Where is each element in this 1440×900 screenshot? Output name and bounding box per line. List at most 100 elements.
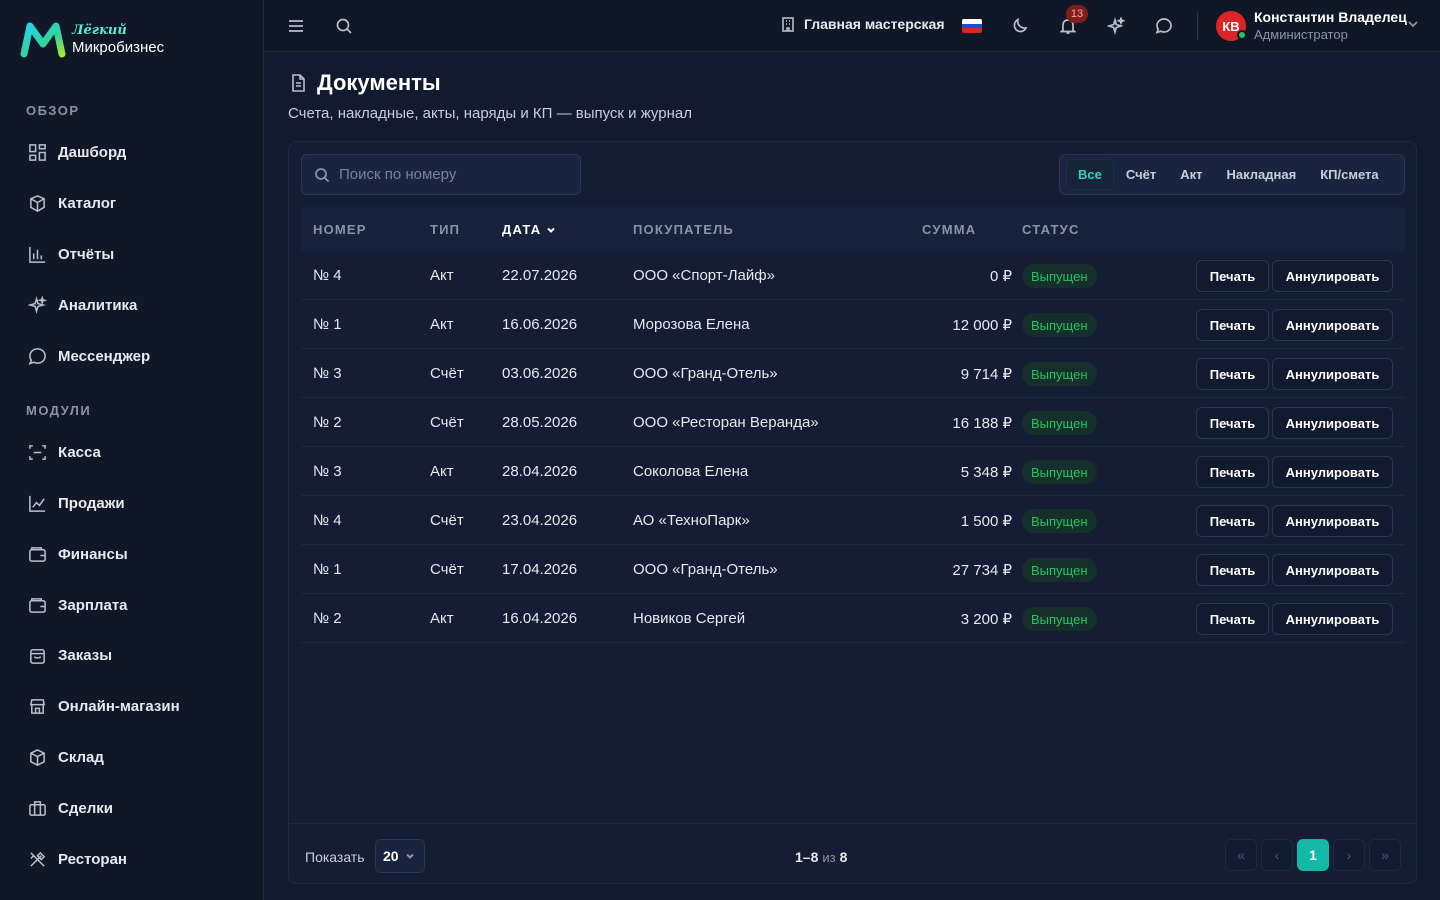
sidebar-item-reports[interactable]: Отчёты xyxy=(28,239,114,269)
column-buyer[interactable]: ПОКУПАТЕЛЬ xyxy=(633,222,734,237)
workshop-name: Главная мастерская xyxy=(804,16,945,32)
print-button[interactable]: Печать xyxy=(1196,260,1269,292)
cancel-document-button[interactable]: Аннулировать xyxy=(1272,554,1393,586)
sidebar-item-label: Мессенджер xyxy=(58,347,151,365)
status-badge: Выпущен xyxy=(1022,607,1097,631)
column-date[interactable]: ДАТА xyxy=(502,222,556,237)
cancel-document-button[interactable]: Аннулировать xyxy=(1272,260,1393,292)
sidebar-item-restaurant[interactable]: Ресторан xyxy=(28,844,127,874)
print-button[interactable]: Печать xyxy=(1196,554,1269,586)
search-input[interactable] xyxy=(339,166,559,183)
pagination-range: 1–8 из 8 xyxy=(795,849,847,865)
print-button[interactable]: Печать xyxy=(1196,309,1269,341)
cell-type: Акт xyxy=(430,463,454,480)
online-status-dot xyxy=(1237,30,1247,40)
per-page-value: 20 xyxy=(383,848,399,864)
cell-number: № 2 xyxy=(313,610,342,627)
filter-tab-waybill[interactable]: Накладная xyxy=(1226,167,1297,182)
ai-assistant-button[interactable] xyxy=(1105,15,1127,37)
page-subtitle: Счета, накладные, акты, наряды и КП — вы… xyxy=(288,105,692,122)
column-type[interactable]: ТИП xyxy=(430,222,461,237)
nav-section-modules: МОДУЛИ xyxy=(26,403,92,418)
cell-type: Счёт xyxy=(430,512,464,529)
avatar[interactable]: КВ xyxy=(1216,11,1246,41)
documents-card: Все Счёт Акт Накладная КП/смета НОМЕР ТИ… xyxy=(288,141,1417,884)
cashier-icon xyxy=(29,444,46,460)
cancel-document-button[interactable]: Аннулировать xyxy=(1272,309,1393,341)
theme-toggle-button[interactable] xyxy=(1009,15,1031,37)
table-row[interactable]: № 2 Счёт 28.05.2026 ООО «Ресторан Веранда» 1… xyxy=(301,398,1405,447)
filter-tab-all[interactable]: Все xyxy=(1066,159,1114,190)
sidebar-item-cashier[interactable]: Касса xyxy=(28,437,101,467)
cell-sum: 12 000 ₽ xyxy=(952,317,1012,334)
language-flag[interactable] xyxy=(962,19,982,33)
next-page-button[interactable]: › xyxy=(1333,839,1365,871)
sidebar-item-catalog[interactable]: Каталог xyxy=(28,188,116,218)
print-button[interactable]: Печать xyxy=(1196,603,1269,635)
type-filter-tabs: Все Счёт Акт Накладная КП/смета xyxy=(1059,154,1405,195)
column-sum[interactable]: СУММА xyxy=(922,222,977,237)
range-total: 8 xyxy=(839,849,848,865)
workshop-selector[interactable]: Главная мастерская xyxy=(780,16,945,32)
status-badge: Выпущен xyxy=(1022,558,1097,582)
search-icon xyxy=(315,167,330,182)
filter-tab-quote[interactable]: КП/смета xyxy=(1320,167,1379,182)
cancel-document-button[interactable]: Аннулировать xyxy=(1272,407,1393,439)
sidebar-item-online-store[interactable]: Онлайн-магазин xyxy=(28,691,180,721)
table-footer: Показать 20 1–8 из 8 « ‹ 1 › » xyxy=(289,823,1416,883)
user-name[interactable]: Константин Владелец xyxy=(1254,9,1407,25)
table-row[interactable]: № 1 Счёт 17.04.2026 ООО «Гранд-Отель» 27 734… xyxy=(301,545,1405,594)
search-box[interactable] xyxy=(301,154,581,195)
sidebar-item-salary[interactable]: Зарплата xyxy=(28,590,128,620)
user-menu-toggle[interactable] xyxy=(1406,17,1420,36)
table-row[interactable]: № 4 Акт 22.07.2026 ООО «Спорт-Лайф» 0 ₽ Выпущ… xyxy=(301,251,1405,300)
table-row[interactable]: № 4 Счёт 23.04.2026 АО «ТехноПарк» 1 500 ₽ Вы… xyxy=(301,496,1405,545)
column-number[interactable]: НОМЕР xyxy=(313,222,367,237)
sidebar-item-deals[interactable]: Сделки xyxy=(28,793,113,823)
cancel-document-button[interactable]: Аннулировать xyxy=(1272,358,1393,390)
filter-tab-invoice[interactable]: Счёт xyxy=(1125,167,1157,182)
cell-buyer: ООО «Спорт-Лайф» xyxy=(633,267,775,284)
nav-section-overview: ОБЗОР xyxy=(26,103,80,118)
status-badge: Выпущен xyxy=(1022,509,1097,533)
sidebar-item-label: Онлайн-магазин xyxy=(58,697,180,715)
cancel-document-button[interactable]: Аннулировать xyxy=(1272,603,1393,635)
menu-toggle-button[interactable] xyxy=(285,15,307,37)
sidebar-item-dashboard[interactable]: Дашборд xyxy=(28,137,126,167)
sidebar-item-label: Ресторан xyxy=(58,850,127,868)
print-button[interactable]: Печать xyxy=(1196,505,1269,537)
cell-number: № 4 xyxy=(313,267,342,284)
per-page-label: Показать xyxy=(305,849,365,865)
store-icon xyxy=(29,698,46,714)
sidebar-item-finance[interactable]: Финансы xyxy=(28,539,128,569)
sidebar-item-sales[interactable]: Продажи xyxy=(28,488,125,518)
search-button[interactable] xyxy=(333,15,355,37)
first-page-button[interactable]: « xyxy=(1225,839,1257,871)
per-page-select[interactable]: 20 xyxy=(375,839,425,873)
chat-button[interactable] xyxy=(1153,15,1175,37)
sidebar-item-analytics[interactable]: Аналитика xyxy=(28,290,137,320)
sidebar-item-messenger[interactable]: Мессенджер xyxy=(28,341,150,371)
sidebar-item-warehouse[interactable]: Склад xyxy=(28,742,104,772)
flag-stripe-blue xyxy=(962,23,982,29)
cell-buyer: ООО «Гранд-Отель» xyxy=(633,561,778,578)
filter-tab-act[interactable]: Акт xyxy=(1180,167,1203,182)
table-row[interactable]: № 3 Акт 28.04.2026 Соколова Елена 5 348 ₽ Вып… xyxy=(301,447,1405,496)
print-button[interactable]: Печать xyxy=(1196,407,1269,439)
cell-date: 16.04.2026 xyxy=(502,610,578,627)
cell-date: 16.06.2026 xyxy=(502,316,578,333)
print-button[interactable]: Печать xyxy=(1196,456,1269,488)
sidebar-item-orders[interactable]: Заказы xyxy=(28,640,112,670)
prev-page-button[interactable]: ‹ xyxy=(1261,839,1293,871)
cancel-document-button[interactable]: Аннулировать xyxy=(1272,505,1393,537)
cell-type: Акт xyxy=(430,267,454,284)
last-page-button[interactable]: » xyxy=(1369,839,1401,871)
page-1-button[interactable]: 1 xyxy=(1297,839,1329,871)
column-status[interactable]: СТАТУС xyxy=(1022,222,1080,237)
brand-logo[interactable]: Лёгкий Микробизнес xyxy=(20,20,164,58)
cancel-document-button[interactable]: Аннулировать xyxy=(1272,456,1393,488)
table-row[interactable]: № 1 Акт 16.06.2026 Морозова Елена 12 000 ₽ Вы… xyxy=(301,300,1405,349)
table-row[interactable]: № 3 Счёт 03.06.2026 ООО «Гранд-Отель» 9 714 … xyxy=(301,349,1405,398)
table-row[interactable]: № 2 Акт 16.04.2026 Новиков Сергей 3 200 ₽ Вып… xyxy=(301,594,1405,643)
print-button[interactable]: Печать xyxy=(1196,358,1269,390)
